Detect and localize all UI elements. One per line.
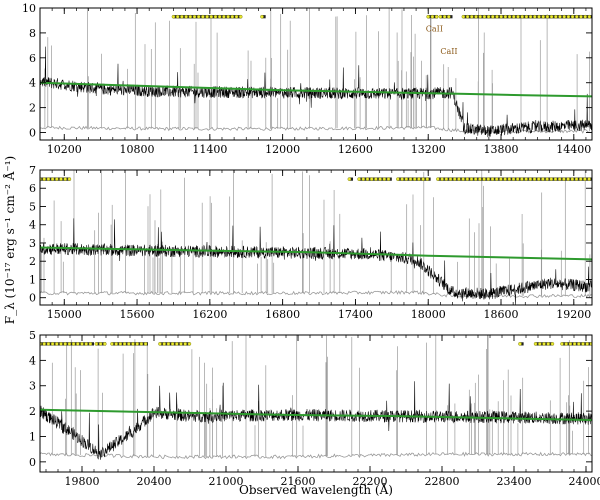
x-tick-label: 12000 xyxy=(265,143,300,156)
y-tick-label: 0 xyxy=(29,292,36,305)
telluric-band xyxy=(260,14,266,19)
telluric-band xyxy=(533,342,555,346)
y-tick-label: 7 xyxy=(29,164,36,177)
y-tick-label: 8 xyxy=(29,27,36,40)
caii-annotation: CaII xyxy=(426,25,443,34)
model-continuum xyxy=(40,81,592,98)
x-tick-label: 13800 xyxy=(484,143,519,156)
x-tick-label: 19800 xyxy=(65,475,100,488)
y-tick-label: 1 xyxy=(29,430,36,443)
observed-spectrum xyxy=(40,218,592,305)
telluric-band xyxy=(518,342,524,346)
panel-frame xyxy=(39,7,593,141)
y-tick-label: 2 xyxy=(29,255,36,268)
background-spikes xyxy=(44,8,590,132)
y-tick-label: 2 xyxy=(29,405,36,418)
telluric-band xyxy=(396,177,431,181)
y-tick-label: 6 xyxy=(29,182,36,195)
model-continuum xyxy=(40,246,592,261)
x-tick-label: 13200 xyxy=(411,143,446,156)
observed-spectrum xyxy=(40,46,592,138)
caii-annotation: CaII xyxy=(440,47,457,56)
x-tick-label: 21600 xyxy=(281,475,316,488)
x-tick-label: 18600 xyxy=(484,308,519,321)
y-tick-label: 4 xyxy=(29,219,36,232)
panel-1: CaII CaII 10200 10800 11400 12000 12600 13200 13… xyxy=(22,2,593,156)
y-tick-label: 3 xyxy=(29,237,36,250)
panel-3: 19800 20400 21000 21600 22200 22800 23400 24000… xyxy=(29,329,600,488)
y-tick-label: 0 xyxy=(29,127,36,140)
x-tick-label: 16200 xyxy=(192,308,227,321)
x-tick-label: 14400 xyxy=(556,143,591,156)
plot-area-3 xyxy=(40,335,592,460)
telluric-band xyxy=(110,342,148,346)
panel-2: 15000 15600 16200 16800 17400 18000 18600 19200… xyxy=(29,164,593,321)
x-tick-label: 20400 xyxy=(137,475,172,488)
y-tick-label: 2 xyxy=(29,102,36,115)
error-spectrum xyxy=(40,125,592,134)
telluric-band xyxy=(438,14,453,19)
background-spikes xyxy=(51,335,589,457)
telluric-band xyxy=(357,177,392,181)
y-tick-label: 5 xyxy=(29,200,36,213)
telluric-band xyxy=(158,342,192,346)
telluric-band xyxy=(347,177,354,181)
y-tick-label: 6 xyxy=(29,52,36,65)
background-spikes xyxy=(41,170,591,296)
telluric-band xyxy=(461,14,592,19)
telluric-band xyxy=(40,342,94,346)
telluric-band xyxy=(436,177,592,181)
x-tick-label: 21000 xyxy=(209,475,244,488)
y-tick-label: 4 xyxy=(29,354,36,367)
y-tick-label: 3 xyxy=(29,380,36,393)
y-axis-label: F_λ (10⁻¹⁷ erg s⁻¹ cm⁻² Å⁻¹) xyxy=(2,156,17,324)
x-tick-label: 11400 xyxy=(192,143,227,156)
error-spectrum xyxy=(40,290,592,299)
telluric-band xyxy=(171,14,243,19)
x-tick-label: 10800 xyxy=(120,143,155,156)
plot-area-1 xyxy=(40,8,592,138)
x-tick-label: 19200 xyxy=(556,308,591,321)
y-tick-label: 0 xyxy=(29,456,36,469)
y-tick-label: 10 xyxy=(22,2,36,15)
x-tick-label: 10200 xyxy=(47,143,82,156)
panel-frame xyxy=(39,334,593,473)
x-tick-label: 16800 xyxy=(265,308,300,321)
x-tick-label: 22800 xyxy=(425,475,460,488)
x-tick-label: 12600 xyxy=(338,143,373,156)
panel-frame xyxy=(39,169,593,306)
telluric-band xyxy=(40,177,72,181)
x-tick-label: 18000 xyxy=(411,308,446,321)
telluric-band xyxy=(560,342,592,346)
plot-area-2 xyxy=(40,170,592,305)
y-tick-label: 1 xyxy=(29,273,36,286)
model-continuum xyxy=(40,408,592,421)
x-axis-label: Observed wavelength (Å) xyxy=(239,482,393,497)
x-tick-label: 15600 xyxy=(120,308,155,321)
x-tick-label: 17400 xyxy=(338,308,373,321)
telluric-band xyxy=(426,14,439,19)
y-tick-label: 4 xyxy=(29,77,36,90)
x-tick-label: 15000 xyxy=(47,308,82,321)
x-tick-label: 22200 xyxy=(353,475,388,488)
error-spectrum xyxy=(40,451,592,460)
x-tick-label: 23400 xyxy=(497,475,532,488)
x-tick-label: 24000 xyxy=(569,475,600,488)
y-tick-label: 5 xyxy=(29,329,36,342)
telluric-band xyxy=(94,342,107,346)
